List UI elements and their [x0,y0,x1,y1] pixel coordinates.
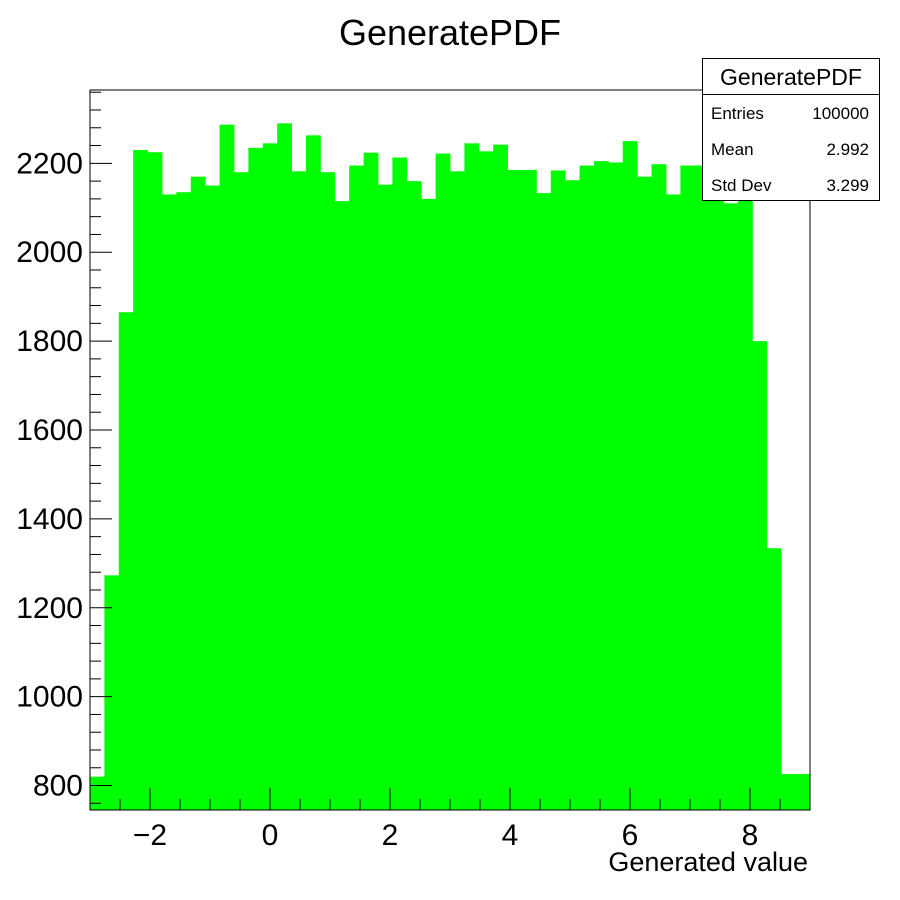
histogram-bar [133,150,148,810]
y-tick-label: 1600 [16,414,83,447]
x-tick-label: 2 [382,819,399,852]
histogram-bar [781,774,796,810]
stats-key: Entries [711,104,764,123]
histogram-bar [349,165,364,810]
histogram-bar [478,151,494,810]
y-tick-label: 800 [33,770,83,803]
x-tick-label: 6 [622,819,639,852]
histogram-bar [162,194,177,810]
histogram-bar [306,135,321,810]
stats-box: GeneratePDF Entries 100000 Mean 2.992 St… [702,58,880,201]
histogram-bar [536,193,552,811]
histogram-bar [723,203,739,810]
histogram-bar [450,171,465,810]
histogram-bar [752,341,768,810]
x-tick-label: −2 [133,819,167,852]
histogram-bar [522,170,537,810]
histogram-bar [406,181,422,811]
x-axis: −2 0 2 4 6 8 [89,788,811,852]
histogram-bar [694,165,710,810]
histogram-bar [277,123,292,810]
histogram-bar [147,152,163,811]
histogram-bar [291,171,307,810]
stats-row-std-dev: Std Dev 3.299 [711,171,869,201]
stats-row-mean: Mean 2.992 [711,135,869,165]
histogram-bar [507,170,523,810]
y-tick-label: 1200 [16,592,83,625]
histogram-bar [637,176,652,811]
y-tick-label: 1000 [16,681,83,714]
histogram-bar [435,153,451,810]
histogram-bar [363,152,379,811]
histogram-bar [392,157,408,810]
histogram-bar [421,198,436,810]
stats-value: 2.992 [826,140,869,159]
x-tick-label: 4 [502,819,519,852]
histogram-bar [608,162,624,810]
histogram-bar [104,575,120,810]
histogram-bar [464,143,480,810]
histogram-bar [205,185,220,810]
histogram-bar [234,172,249,811]
histogram-bar [334,201,350,811]
x-tick-label: 0 [262,819,279,852]
histogram-bar [766,548,782,810]
y-tick-label: 2200 [16,147,83,180]
histogram-bar [248,147,264,810]
histogram-bar [550,170,566,810]
histogram-bar [118,312,134,810]
histogram-bar [320,172,336,811]
histogram-bar [565,180,580,811]
stats-row-entries: Entries 100000 [711,99,869,129]
stats-key: Mean [711,140,754,159]
y-tick-label: 1800 [16,325,83,358]
histogram-bar [680,165,696,810]
stats-key: Std Dev [711,176,772,195]
histogram-bar [622,141,638,811]
histogram-bar [176,192,192,811]
histogram-bar [594,161,609,811]
histogram-bar [666,194,681,810]
y-tick-label: 2000 [16,236,83,269]
histogram-bar [738,172,753,811]
stats-value: 3.299 [826,176,869,195]
histogram-bar [262,143,278,810]
histogram-bar [709,183,724,810]
x-axis-label: Generated value [608,847,808,877]
histogram-bar [795,774,811,810]
y-axis: 800 1000 1200 1400 1600 1800 2000 2200 [16,91,112,804]
histogram-bar [579,165,595,810]
histogram-bar [90,776,105,810]
stats-title: GeneratePDF [703,59,879,95]
histogram-bar [190,176,206,811]
histogram-bar [493,144,508,811]
stats-value: 100000 [812,104,869,123]
histogram-bar [651,164,667,811]
y-tick-label: 1400 [16,503,83,536]
histogram-bar [378,184,393,811]
x-tick-label: 8 [742,819,759,852]
histogram-bars [90,123,811,811]
chart-title: GeneratePDF [339,12,561,53]
histogram-bar [219,124,235,811]
